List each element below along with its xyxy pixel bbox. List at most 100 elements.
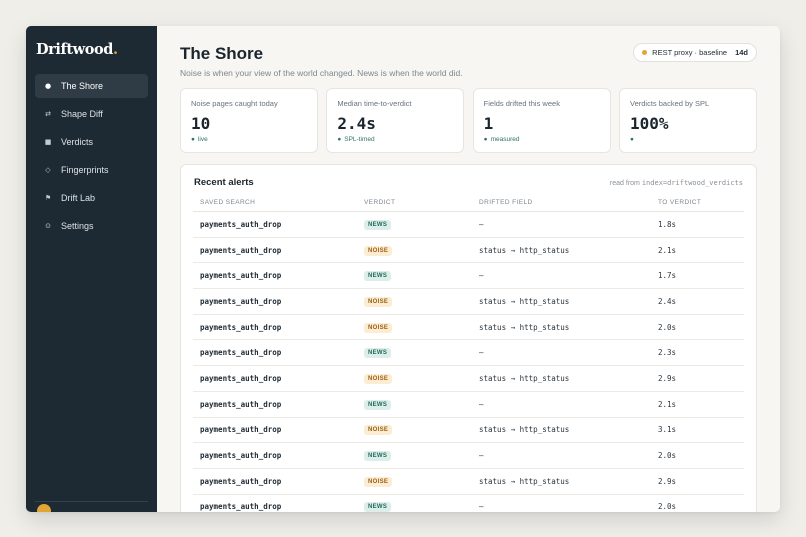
saved-search-cell: payments_auth_drop bbox=[193, 468, 357, 495]
saved-search-cell: payments_auth_drop bbox=[193, 494, 357, 512]
time-to-verdict-cell: 2.9s bbox=[651, 468, 744, 495]
column-header-verdict: VERDICT bbox=[357, 193, 472, 212]
verdict-badge: NEWS bbox=[364, 502, 392, 512]
stat-label: Median time-to-verdict bbox=[337, 99, 412, 108]
settings-icon: ⊙ bbox=[45, 222, 51, 230]
table-row[interactable]: payments_auth_drop NOISE status → http_sta… bbox=[193, 468, 744, 495]
verdict-cell: NOISE bbox=[357, 288, 472, 315]
stat-value: 100% bbox=[629, 114, 669, 133]
verdict-cell: NOISE bbox=[357, 468, 472, 495]
drifted-field-cell: — bbox=[472, 339, 651, 367]
drifted-field-cell: — bbox=[472, 262, 651, 290]
verdict-badge: NOISE bbox=[364, 373, 393, 384]
sidebar-item-label: Settings bbox=[61, 221, 94, 231]
sidebar-item-label: The Shore bbox=[61, 81, 104, 91]
stat-sub-label: measured bbox=[490, 136, 520, 143]
table-row[interactable]: payments_auth_drop NOISE status → http_sta… bbox=[193, 417, 744, 444]
saved-search-cell: payments_auth_drop bbox=[193, 288, 357, 315]
sidebar: Driftwood. ● The Shore ⇄ Shape Diff ■ Verdict… bbox=[26, 26, 157, 512]
time-to-verdict-cell: 2.1s bbox=[651, 237, 744, 264]
drifted-field-cell: status → http_status bbox=[472, 468, 651, 495]
verdict-cell: NEWS bbox=[357, 339, 472, 367]
time-to-verdict-cell: 2.0s bbox=[651, 442, 744, 469]
bullet-icon: ● bbox=[629, 136, 634, 143]
app-logo[interactable]: Driftwood. bbox=[36, 41, 118, 58]
table-row[interactable]: payments_auth_drop NEWS —2.0s bbox=[193, 442, 744, 469]
table-row[interactable]: payments_auth_drop NEWS —2.3s bbox=[193, 339, 744, 367]
logo-dot: . bbox=[113, 41, 118, 58]
stat-subtext: ● measured bbox=[484, 136, 520, 143]
stat-label: Verdicts backed by SPL bbox=[629, 99, 710, 108]
table-row[interactable]: payments_auth_drop NOISE status → http_sta… bbox=[193, 314, 744, 341]
verdict-badge: NOISE bbox=[364, 322, 393, 333]
verdict-badge: NEWS bbox=[364, 451, 392, 462]
sidebar-item-the-shore[interactable]: ● The Shore bbox=[35, 74, 148, 98]
column-header-drifted-field: DRIFTED FIELD bbox=[472, 193, 651, 212]
baseline-range: 14d bbox=[735, 48, 748, 57]
sidebar-divider bbox=[35, 501, 148, 502]
page-subtitle: Noise is when your view of the world cha… bbox=[180, 68, 463, 78]
status-dot-icon bbox=[642, 50, 648, 55]
saved-search-cell: payments_auth_drop bbox=[193, 211, 357, 238]
drifted-field-cell: — bbox=[472, 391, 651, 418]
verdict-square-icon: ■ bbox=[44, 138, 52, 146]
drifted-field-cell: status → http_status bbox=[472, 237, 651, 264]
user-avatar[interactable] bbox=[37, 504, 51, 512]
sidebar-item-settings[interactable]: ⊙ Settings bbox=[35, 214, 148, 238]
stat-sub-label: live bbox=[197, 136, 208, 143]
verdict-cell: NOISE bbox=[357, 314, 472, 341]
verdict-badge: NEWS bbox=[364, 348, 392, 359]
verdict-badge: NOISE bbox=[364, 245, 393, 256]
table-row[interactable]: payments_auth_drop NEWS —2.1s bbox=[193, 391, 744, 418]
alerts-table: SAVED SEARCH VERDICT DRIFTED FIELD TO VE… bbox=[193, 193, 744, 512]
verdict-badge: NEWS bbox=[364, 399, 392, 410]
stat-label: Noise pages caught today bbox=[191, 99, 278, 108]
verdict-cell: NEWS bbox=[357, 391, 472, 418]
drifted-field-cell: — bbox=[472, 494, 651, 512]
time-to-verdict-cell: 2.3s bbox=[651, 339, 744, 367]
alerts-source-query: index=driftwood_verdicts bbox=[641, 179, 743, 187]
stat-subtext: ● SPL-timed bbox=[337, 136, 374, 143]
table-row[interactable]: payments_auth_drop NEWS —2.0s bbox=[193, 494, 744, 512]
verdict-badge: NOISE bbox=[364, 296, 393, 307]
alerts-title: Recent alerts bbox=[194, 177, 254, 188]
table-row[interactable]: payments_auth_drop NOISE status → http_sta… bbox=[193, 288, 744, 315]
time-to-verdict-cell: 2.9s bbox=[651, 365, 744, 392]
drifted-field-cell: — bbox=[472, 211, 651, 238]
time-to-verdict-cell: 3.1s bbox=[651, 417, 744, 444]
verdict-cell: NOISE bbox=[357, 365, 472, 392]
table-row[interactable]: payments_auth_drop NEWS —1.8s bbox=[193, 211, 744, 238]
bullet-icon: ● bbox=[337, 136, 342, 143]
sidebar-item-drift-lab[interactable]: ⚑ Drift Lab bbox=[35, 186, 148, 210]
sidebar-item-fingerprints[interactable]: ◇ Fingerprints bbox=[35, 158, 148, 182]
saved-search-cell: payments_auth_drop bbox=[193, 262, 357, 290]
verdict-cell: NOISE bbox=[357, 417, 472, 444]
shore-icon: ● bbox=[44, 82, 52, 90]
sidebar-item-shape-diff[interactable]: ⇄ Shape Diff bbox=[35, 102, 148, 126]
saved-search-cell: payments_auth_drop bbox=[193, 442, 357, 469]
stat-subtext: ● bbox=[630, 136, 637, 143]
table-row[interactable]: payments_auth_drop NOISE status → http_sta… bbox=[193, 237, 744, 264]
swap-arrows-icon: ⇄ bbox=[45, 110, 51, 118]
stat-card-fields-drifted-this-week: Fields drifted this week 1 ● measured bbox=[472, 88, 611, 153]
sidebar-item-verdicts[interactable]: ■ Verdicts bbox=[35, 130, 148, 154]
connection-status-pill[interactable]: REST proxy · baseline 14d bbox=[633, 43, 757, 62]
app-window: Driftwood. ● The Shore ⇄ Shape Diff ■ Verdict… bbox=[26, 26, 780, 512]
sidebar-nav: ● The Shore ⇄ Shape Diff ■ Verdicts ◇ Fingerpri… bbox=[35, 74, 148, 242]
table-row[interactable]: payments_auth_drop NOISE status → http_sta… bbox=[193, 365, 744, 392]
verdict-badge: NEWS bbox=[364, 219, 392, 230]
saved-search-cell: payments_auth_drop bbox=[193, 365, 357, 392]
stat-value: 1 bbox=[483, 114, 494, 133]
verdict-cell: NEWS bbox=[357, 262, 472, 290]
drifted-field-cell: status → http_status bbox=[472, 417, 651, 444]
verdict-cell: NEWS bbox=[357, 211, 472, 238]
bullet-icon: ● bbox=[191, 136, 195, 143]
verdict-badge: NOISE bbox=[364, 425, 393, 436]
alerts-source: read from index=driftwood_verdicts bbox=[610, 179, 743, 187]
column-header-saved-search: SAVED SEARCH bbox=[193, 193, 357, 212]
bullet-icon: ● bbox=[483, 136, 488, 143]
time-to-verdict-cell: 1.7s bbox=[651, 262, 744, 290]
table-row[interactable]: payments_auth_drop NEWS —1.7s bbox=[193, 262, 744, 290]
drifted-field-cell: status → http_status bbox=[472, 365, 651, 392]
verdict-cell: NEWS bbox=[357, 494, 472, 512]
